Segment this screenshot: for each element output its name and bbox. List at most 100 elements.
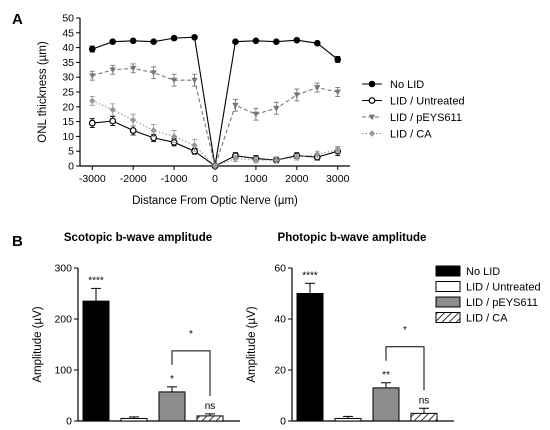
data-point xyxy=(314,150,321,158)
legend-marker xyxy=(368,97,376,104)
series-line xyxy=(92,100,338,167)
chart-title: Scotopic b-wave amplitude xyxy=(64,232,212,244)
x-tick-label: 0 xyxy=(212,173,218,185)
data-point xyxy=(273,105,280,112)
significance-label: **** xyxy=(88,275,104,286)
y-tick-label: 40 xyxy=(274,314,286,326)
data-point xyxy=(252,156,260,164)
y-tick-label: 300 xyxy=(54,263,72,275)
panel-label-b: B xyxy=(12,233,23,250)
data-point xyxy=(273,38,280,45)
data-point xyxy=(314,85,321,91)
data-point xyxy=(109,67,116,73)
series-line xyxy=(92,120,338,167)
legend-label: No LID xyxy=(466,266,500,278)
y-axis-title: Amplitude (µV) xyxy=(246,306,258,382)
data-point xyxy=(191,77,198,84)
onl-thickness-chart: 0 5 10 15 20 25 30 35 40 45 50 -3000 -2000 -1000 0 1000… xyxy=(37,13,465,208)
bar-lid-untreated xyxy=(120,417,148,422)
legend-swatch-lid-untreated xyxy=(435,281,461,292)
significance-label: ns xyxy=(419,395,430,406)
data-point xyxy=(170,34,178,42)
x-tick-label: -2000 xyxy=(120,173,147,185)
data-point xyxy=(334,89,341,96)
significance-label: * xyxy=(170,374,174,385)
x-tick-label: 2000 xyxy=(285,173,309,185)
bar-lid-untreated xyxy=(334,417,362,422)
data-point xyxy=(129,127,137,134)
y-tick-label: 40 xyxy=(62,42,74,54)
y-tick-label: 0 xyxy=(68,161,74,173)
data-point xyxy=(334,146,341,153)
legend-marker xyxy=(368,80,376,88)
series-lid-untreated xyxy=(88,116,342,170)
photopic-chart: Photopic b-wave amplitude 0 20 40 60 Amplitud… xyxy=(246,232,454,428)
data-point xyxy=(273,156,280,164)
bar-lid-peys611 xyxy=(158,391,186,422)
y-tick-label: 20 xyxy=(62,101,74,113)
data-point xyxy=(88,45,96,53)
legend-marker xyxy=(368,114,376,121)
data-point xyxy=(89,73,96,79)
legend-label: LID / pEYS611 xyxy=(390,112,462,124)
y-tick-label: 15 xyxy=(62,116,74,128)
data-point xyxy=(191,33,198,41)
series-lid-ca xyxy=(89,95,341,170)
y-tick-label: 25 xyxy=(62,87,74,99)
data-point xyxy=(170,77,178,84)
data-point xyxy=(89,97,96,105)
legend-label: LID / Untreated xyxy=(390,96,465,108)
line-legend: No LID LID / Untreated LID / pEYS611 LID / … xyxy=(362,79,465,141)
y-tick-label: 30 xyxy=(62,72,74,84)
y-tick-label: 5 xyxy=(68,146,74,158)
bracket-label: * xyxy=(189,329,193,340)
data-point xyxy=(150,127,157,134)
data-point xyxy=(293,153,301,161)
data-point xyxy=(150,70,157,76)
y-tick-label: 50 xyxy=(62,13,74,25)
y-tick-label: 60 xyxy=(274,263,286,275)
legend-label: No LID xyxy=(390,79,424,91)
data-point xyxy=(252,111,260,118)
x-tick-label: 1000 xyxy=(244,173,268,185)
data-point xyxy=(109,106,116,113)
bracket-label: * xyxy=(403,325,407,336)
bar-lid-peys611 xyxy=(372,387,400,422)
x-tick-label: -1000 xyxy=(161,173,188,185)
data-point xyxy=(129,37,137,45)
panel-label-a: A xyxy=(12,11,23,28)
data-point xyxy=(211,162,219,170)
chart-title: Photopic b-wave amplitude xyxy=(278,232,427,244)
y-tick-label: 100 xyxy=(54,365,72,377)
y-tick-label: 0 xyxy=(280,416,286,428)
y-axis-title: ONL thickness (µm) xyxy=(37,41,49,143)
significance-bracket xyxy=(171,350,211,396)
y-tick-label: 20 xyxy=(274,365,286,377)
significance-bracket xyxy=(385,346,425,391)
legend-label: LID / CA xyxy=(390,129,432,141)
legend-label: LID / Untreated xyxy=(466,282,541,294)
data-point xyxy=(313,39,321,47)
x-tick-label: 3000 xyxy=(326,173,350,185)
data-point xyxy=(293,92,301,99)
data-point xyxy=(293,36,301,44)
legend-swatch-no-lid xyxy=(435,265,461,277)
data-point xyxy=(109,117,117,125)
y-tick-label: 45 xyxy=(62,27,74,39)
legend-label: LID / pEYS611 xyxy=(466,297,538,309)
data-point xyxy=(170,133,178,140)
data-point xyxy=(232,38,239,45)
legend-label: LID / CA xyxy=(466,313,508,325)
series-lid-peys611 xyxy=(89,63,341,170)
series-line xyxy=(92,67,338,168)
significance-label: **** xyxy=(302,270,318,281)
data-point xyxy=(232,102,239,109)
significance-label: ns xyxy=(205,401,216,412)
bar-legend: No LID LID / Untreated LID / pEYS611 LID / … xyxy=(435,265,541,325)
data-point xyxy=(129,65,137,72)
y-tick-label: 0 xyxy=(66,416,72,428)
legend-swatch-lid-peys611 xyxy=(435,296,461,308)
data-point xyxy=(191,142,198,149)
significance-label: ** xyxy=(382,370,390,381)
